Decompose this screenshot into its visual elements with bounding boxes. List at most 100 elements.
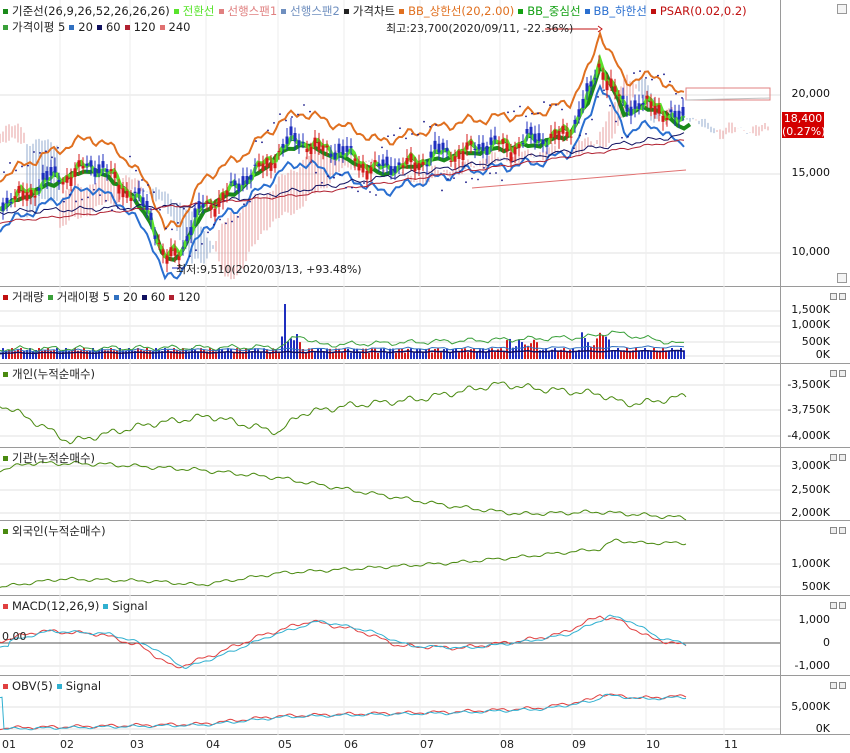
volume-bar	[167, 349, 169, 359]
candle-body	[349, 146, 353, 148]
legend-label[interactable]: BB_상한선(20,2.00)	[408, 4, 515, 18]
low-annotation: 최저:9,510(2020/03/13, +93.48%)	[176, 263, 362, 276]
minimize-icon[interactable]	[830, 602, 837, 609]
obv-pane[interactable]: OBV(5) Signal 5,000K 0K	[0, 676, 850, 735]
legend-label[interactable]: MACD(12,26,9)	[12, 599, 100, 613]
legend-label[interactable]: 20	[123, 290, 138, 304]
legend-label[interactable]: 120	[133, 20, 156, 34]
psar-dot	[363, 182, 365, 184]
pane-scroll-down-icon[interactable]	[837, 273, 847, 283]
close-icon[interactable]	[839, 602, 846, 609]
minimize-icon[interactable]	[830, 454, 837, 461]
legend-label[interactable]: 거래이평 5	[56, 290, 111, 304]
close-icon[interactable]	[839, 527, 846, 534]
volume-bar	[356, 348, 358, 359]
legend-label[interactable]: OBV(5)	[12, 679, 53, 693]
institution-plot-area[interactable]	[0, 448, 780, 521]
legend-label[interactable]: Signal	[112, 599, 148, 613]
legend-label[interactable]: 240	[168, 20, 191, 34]
candle-body	[517, 143, 521, 149]
candle-body	[281, 143, 285, 148]
legend-label[interactable]: 기준선(26,9,26,52,26,26,26)	[12, 4, 170, 18]
x-axis-label: 05	[278, 738, 292, 751]
individual-pane[interactable]: 개인(누적순매수) -3,500K -3,750K -4,000K	[0, 364, 850, 448]
volume-pane[interactable]: 거래량 거래이평 5 20 60 120 1,500K 1,000K 500K 0K	[0, 287, 850, 364]
x-axis-label: 01	[2, 738, 16, 751]
minimize-icon[interactable]	[830, 527, 837, 534]
pane-window-buttons	[828, 524, 846, 537]
price-plot-area[interactable]	[0, 0, 780, 287]
minimize-icon[interactable]	[830, 682, 837, 689]
volume-bar	[266, 349, 268, 359]
candle-body	[373, 160, 377, 163]
close-icon[interactable]	[839, 370, 846, 377]
legend-label[interactable]: 가격차트	[352, 4, 396, 18]
macd-plot-area[interactable]	[0, 596, 780, 676]
candle-body	[317, 141, 321, 151]
volume-bar	[449, 352, 451, 359]
psar-dot	[231, 220, 233, 223]
candle-body	[605, 81, 609, 91]
volume-bar	[563, 348, 565, 359]
candle-body	[389, 166, 393, 175]
candle-body	[345, 145, 349, 152]
candle-body	[193, 208, 197, 218]
institution-pane[interactable]: 기관(누적순매수) 3,000K 2,500K 2,000K	[0, 448, 850, 521]
institution-line	[0, 460, 687, 521]
foreign-pane[interactable]: 외국인(누적순매수) 1,000K 500K	[0, 521, 850, 596]
candle-body	[601, 72, 605, 80]
legend-label[interactable]: 거래량	[12, 290, 44, 304]
psar-dot	[681, 97, 683, 99]
volume-bar	[128, 348, 130, 359]
close-icon[interactable]	[839, 454, 846, 461]
psar-dot	[51, 156, 53, 159]
individual-plot-area[interactable]	[0, 364, 780, 448]
candle-body	[249, 174, 253, 180]
volume-bar	[197, 351, 199, 359]
candle-body	[361, 163, 365, 173]
close-icon[interactable]	[839, 293, 846, 300]
volume-bar	[434, 348, 436, 359]
psar-dot	[117, 206, 119, 209]
legend-swatch	[343, 9, 349, 14]
volume-plot-area[interactable]	[0, 287, 780, 364]
price-pane[interactable]: 기준선(26,9,26,52,26,26,26) 전환선 선행스팬1 선행스팬2 가격차…	[0, 0, 850, 287]
legend-label[interactable]: 전환선	[182, 4, 215, 18]
psar-dot	[513, 110, 515, 113]
volume-bar	[245, 348, 247, 359]
legend-label[interactable]: 선행스팬1	[227, 4, 278, 18]
macd-pane[interactable]: MACD(12,26,9) Signal 0.00 1,000 0 -1,000	[0, 596, 850, 676]
volume-bar	[86, 350, 88, 359]
candle-body	[409, 153, 413, 163]
candle-body	[237, 183, 241, 192]
volume-bar	[251, 351, 253, 359]
legend-label[interactable]: PSAR(0.02,0.2)	[659, 4, 747, 18]
legend-label[interactable]: Signal	[65, 679, 102, 693]
candle-body	[313, 137, 317, 147]
pane-scroll-icon[interactable]	[837, 4, 847, 14]
candle-body	[21, 190, 25, 200]
legend-label[interactable]: 60	[150, 290, 166, 304]
volume-bar	[383, 348, 385, 359]
close-icon[interactable]	[839, 682, 846, 689]
legend-label[interactable]: 20	[78, 20, 93, 34]
minimize-icon[interactable]	[830, 293, 837, 300]
volume-bar	[410, 348, 412, 359]
legend-label[interactable]: 60	[105, 20, 121, 34]
foreign-plot-area[interactable]	[0, 521, 780, 596]
psar-dot	[429, 125, 431, 128]
volume-bar	[632, 350, 634, 359]
legend-swatch	[114, 295, 120, 300]
legend-label[interactable]: 선행스팬2	[290, 4, 340, 18]
volume-y-label: 500K	[801, 335, 830, 348]
minimize-icon[interactable]	[830, 370, 837, 377]
legend-label[interactable]: BB_하한선	[593, 4, 647, 18]
legend-label[interactable]: 가격이평 5	[12, 20, 66, 34]
legend-label[interactable]: BB_중심선	[527, 4, 581, 18]
psar-dot	[141, 179, 143, 181]
candle-body	[561, 125, 565, 134]
volume-bar	[398, 348, 400, 359]
obv-plot-area[interactable]	[0, 676, 780, 735]
legend-label[interactable]: 120	[178, 290, 201, 304]
volume-bar	[473, 348, 475, 359]
